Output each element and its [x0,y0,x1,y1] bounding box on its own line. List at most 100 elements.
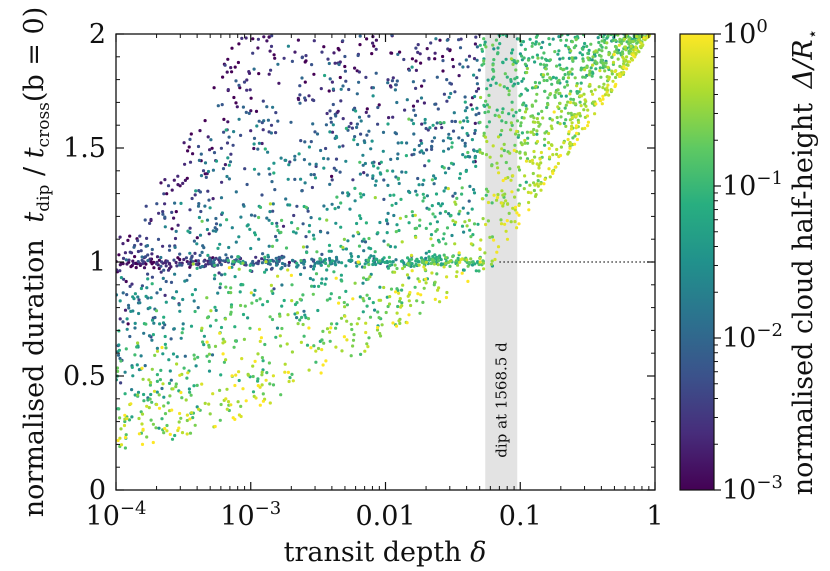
scatter-point [253,214,257,218]
scatter-point [310,63,314,67]
scatter-point [407,221,411,225]
scatter-point [266,150,270,154]
scatter-point [128,334,132,339]
scatter-point [606,83,610,87]
scatter-point [351,297,355,301]
scatter-point [372,254,376,258]
scatter-point [537,81,542,85]
scatter-point [200,250,204,254]
scatter-point [218,286,222,290]
scatter-point [422,265,426,269]
scatter-point [496,245,501,249]
scatter-point [516,81,520,85]
scatter-point [505,86,509,90]
scatter-point [590,70,594,74]
scatter-point [525,107,529,111]
scatter-point [341,84,345,88]
scatter-point [474,113,478,117]
scatter-point [298,318,302,322]
scatter-point [276,119,280,123]
scatter-point [272,53,276,57]
scatter-point [161,352,165,356]
scatter-point [535,162,539,166]
scatter-point [123,413,127,417]
scatter-point [173,433,177,438]
scatter-point [165,423,169,428]
scatter-point [453,90,457,94]
scatter-point [261,128,265,132]
scatter-point [168,244,172,248]
scatter-point [399,259,404,263]
scatter-point [306,317,311,321]
scatter-point [257,259,261,263]
scatter-point [464,58,468,62]
scatter-point [465,224,469,228]
scatter-point [157,211,161,215]
scatter-point [410,65,414,69]
scatter-point [536,179,540,183]
scatter-point [136,341,140,345]
scatter-point [423,121,427,125]
scatter-point [441,237,445,241]
scatter-point [533,183,537,187]
scatter-point [272,287,276,291]
scatter-point [125,417,129,421]
scatter-point [144,204,148,208]
scatter-point [446,47,450,51]
scatter-point [355,122,359,126]
scatter-point [455,196,459,200]
scatter-point [145,435,149,439]
scatter-point [293,154,297,158]
scatter-point [223,317,228,321]
scatter-point [252,293,256,297]
scatter-point [558,122,562,126]
scatter-point [337,296,342,300]
scatter-point [570,115,575,120]
scatter-point [125,293,129,297]
scatter-point [192,353,196,357]
scatter-point [555,147,559,152]
scatter-point [311,122,315,126]
scatter-point [600,49,604,53]
scatter-point [397,181,401,186]
scatter-point [572,46,576,50]
scatter-point [519,43,523,47]
scatter-point [446,147,451,151]
scatter-point [517,222,521,226]
scatter-point [237,42,241,46]
scatter-point [332,51,336,55]
scatter-point [217,271,221,275]
scatter-point [227,135,231,139]
scatter-point [361,310,365,314]
scatter-point [169,265,173,269]
scatter-point [436,107,440,111]
scatter-point [586,56,590,60]
scatter-point [414,46,418,50]
scatter-point [227,266,231,270]
scatter-point [235,105,239,109]
scatter-point [460,126,464,130]
scatter-point [118,416,122,420]
scatter-point [442,253,446,257]
scatter-point [405,273,410,277]
scatter-point [391,169,395,173]
scatter-point [190,196,194,201]
scatter-point [607,77,611,81]
scatter-point [229,152,233,156]
scatter-point [513,208,517,212]
scatter-point [371,86,375,90]
scatter-point [374,262,378,267]
scatter-point [251,390,256,394]
scatter-point [271,105,275,109]
scatter-point [517,165,521,169]
scatter-point [483,110,487,115]
scatter-point [221,341,225,345]
scatter-point [451,219,455,223]
scatter-point [267,361,271,365]
scatter-point [575,131,579,135]
scatter-point [244,110,248,114]
scatter-point [459,37,463,41]
scatter-point [394,290,398,294]
scatter-point [304,235,308,239]
scatter-point [627,38,631,42]
